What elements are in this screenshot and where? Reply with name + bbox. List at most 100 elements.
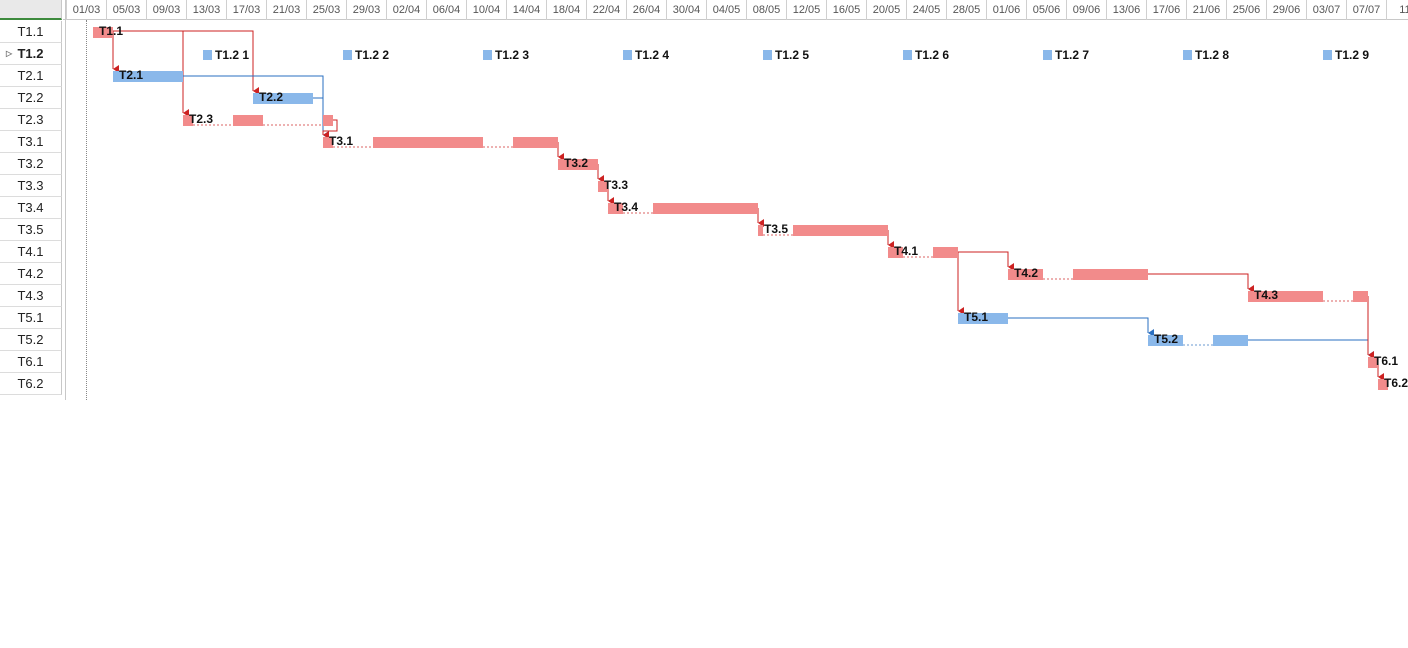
timeline-tick: 04/05 [706, 0, 746, 20]
timeline-tick: 20/05 [866, 0, 906, 20]
milestone-label: T1.2 1 [215, 48, 249, 62]
row-header-label: T2.2 [17, 90, 44, 105]
milestone-label: T1.2 7 [1055, 48, 1089, 62]
task-label: T6.1 [1374, 354, 1398, 368]
row-header-label: T6.1 [17, 354, 44, 369]
task-label: T3.1 [329, 134, 353, 148]
task-label: T4.2 [1014, 266, 1038, 280]
row-header-label: T2.1 [17, 68, 44, 83]
task-bar-t4-3[interactable] [1248, 291, 1323, 302]
row-header-label: T3.4 [17, 200, 44, 215]
task-bar-t4-3[interactable] [1353, 291, 1368, 302]
milestone-label: T1.2 9 [1335, 48, 1369, 62]
timeline-tick: 25/06 [1226, 0, 1266, 20]
row-header-t5-1[interactable]: T5.1 [0, 307, 62, 329]
task-bar-t2-2[interactable] [253, 93, 313, 104]
row-header-label: T3.1 [17, 134, 44, 149]
task-bar-t3-5[interactable] [793, 225, 888, 236]
row-header-t4-3[interactable]: T4.3 [0, 285, 62, 307]
task-bar-t6-2[interactable] [1378, 379, 1388, 390]
column-separator [65, 0, 66, 400]
milestone-marker[interactable] [203, 50, 212, 60]
task-bar-t2-1[interactable] [113, 71, 183, 82]
timeline-tick: 26/04 [626, 0, 666, 20]
task-bar-t3-2[interactable] [558, 159, 598, 170]
task-label: T5.1 [964, 310, 988, 324]
row-header-t2-3[interactable]: T2.3 [0, 109, 62, 131]
timeline-tick: 18/04 [546, 0, 586, 20]
task-bar-t5-1[interactable] [958, 313, 1008, 324]
timeline-tick: 12/05 [786, 0, 826, 20]
row-header-t3-4[interactable]: T3.4 [0, 197, 62, 219]
task-label: T2.3 [189, 112, 213, 126]
timeline-tick: 06/04 [426, 0, 466, 20]
row-header-label: T3.5 [17, 222, 44, 237]
task-bar-t4-1[interactable] [888, 247, 903, 258]
dependency-links [112, 30, 1384, 381]
task-bar-t2-3[interactable] [183, 115, 193, 126]
task-bar-t5-2[interactable] [1213, 335, 1248, 346]
dependency-link [1248, 339, 1374, 359]
task-bar-t4-1[interactable] [933, 247, 958, 258]
row-header-t4-1[interactable]: T4.1 [0, 241, 62, 263]
task-bar-t4-2[interactable] [1073, 269, 1148, 280]
row-header-label: T4.3 [17, 288, 44, 303]
milestone-marker[interactable] [763, 50, 772, 60]
task-bar-t3-4[interactable] [608, 203, 623, 214]
row-header-t5-2[interactable]: T5.2 [0, 329, 62, 351]
row-header-t3-5[interactable]: T3.5 [0, 219, 62, 241]
task-bar-t3-4[interactable] [653, 203, 758, 214]
milestone-label: T1.2 5 [775, 48, 809, 62]
milestone-marker[interactable] [1043, 50, 1052, 60]
milestone-marker[interactable] [1323, 50, 1332, 60]
task-bar-t3-1[interactable] [373, 137, 483, 148]
row-header-t1-2[interactable]: ▷ T1.2 [0, 43, 62, 65]
row-header-label: T3.3 [17, 178, 44, 193]
row-header-label: T2.3 [17, 112, 44, 127]
milestone-marker[interactable] [1183, 50, 1192, 60]
row-header-t6-2[interactable]: T6.2 [0, 373, 62, 395]
milestone-marker[interactable] [623, 50, 632, 60]
milestone-label: T1.2 6 [915, 48, 949, 62]
gantt-chart[interactable]: T1.1 T2.1 T2.2 T2.3 T3.1 T3.2 T3.3 T3.4 T3.5 T4.1… [0, 0, 1408, 400]
expand-triangle-icon[interactable]: ▷ [6, 49, 13, 58]
task-bar-t1-1[interactable] [93, 27, 113, 38]
row-header-t3-1[interactable]: T3.1 [0, 131, 62, 153]
row-header-label: T4.1 [17, 244, 44, 259]
row-header-t6-1[interactable]: T6.1 [0, 351, 62, 373]
task-bar-t3-1[interactable] [323, 137, 333, 148]
task-bar-t4-2[interactable] [1008, 269, 1043, 280]
timeline-tick: 10/04 [466, 0, 506, 20]
row-header-t4-2[interactable]: T4.2 [0, 263, 62, 285]
milestone-marker[interactable] [343, 50, 352, 60]
gantt-view[interactable]: T1.1 ▷ T1.2 T2.1 T2.2 T2.3 T3.1 T3.2 T3.3 T3.4 T3.… [0, 0, 1408, 400]
timeline-tick: 25/03 [306, 0, 346, 20]
task-bar-t6-1[interactable] [1368, 357, 1378, 368]
milestone-label: T1.2 2 [355, 48, 389, 62]
timeline-tick: 07/07 [1346, 0, 1386, 20]
timeline-tick: 29/03 [346, 0, 386, 20]
milestone-marker[interactable] [903, 50, 912, 60]
row-header-t3-2[interactable]: T3.2 [0, 153, 62, 175]
timeline-tick: 01/03 [66, 0, 106, 20]
row-header-label: T1.1 [17, 24, 44, 39]
task-bar-t3-3[interactable] [598, 181, 608, 192]
timeline-tick: 28/05 [946, 0, 986, 20]
timeline-tick: 24/05 [906, 0, 946, 20]
task-bar-t3-1[interactable] [513, 137, 558, 148]
row-header-t2-1[interactable]: T2.1 [0, 65, 62, 87]
timeline-tick: 09/03 [146, 0, 186, 20]
timeline-tick: 13/06 [1106, 0, 1146, 20]
task-bar-t5-2[interactable] [1148, 335, 1183, 346]
row-header-t2-2[interactable]: T2.2 [0, 87, 62, 109]
row-header-t1-1[interactable]: T1.1 [0, 21, 62, 43]
task-bar-t2-3[interactable] [323, 115, 333, 126]
row-header-label: T5.1 [17, 310, 44, 325]
timeline-header: 01/03 05/03 09/03 13/03 17/03 21/03 25/03 29/03… [63, 0, 1408, 20]
timeline-tick: 21/03 [266, 0, 306, 20]
task-bar-t2-3[interactable] [233, 115, 263, 126]
task-bar-t3-5[interactable] [758, 225, 763, 236]
milestone-marker[interactable] [483, 50, 492, 60]
row-header-label: T5.2 [17, 332, 44, 347]
row-header-t3-3[interactable]: T3.3 [0, 175, 62, 197]
